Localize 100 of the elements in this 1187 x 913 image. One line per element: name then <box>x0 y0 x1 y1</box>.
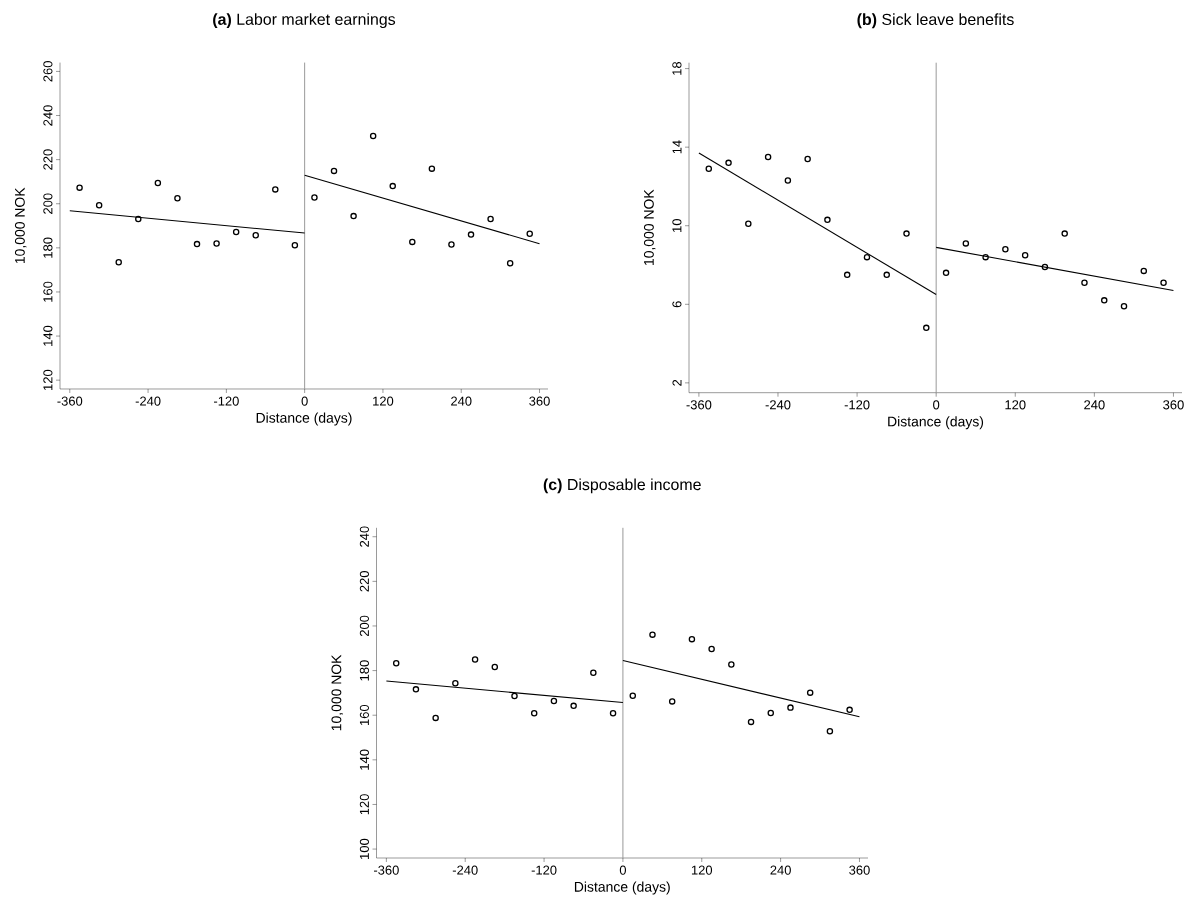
point <box>982 253 989 261</box>
y-tick-label: 240 <box>359 526 369 547</box>
x-tick-label: -120 <box>844 400 870 410</box>
point <box>668 698 676 705</box>
point <box>846 706 853 714</box>
y-axis-title: 10,000 NOK <box>331 654 343 731</box>
x-tick-label: 360 <box>1163 400 1184 410</box>
point <box>747 718 755 726</box>
point <box>471 656 479 663</box>
point <box>1140 267 1148 275</box>
point <box>232 228 240 236</box>
y-tick-label: 220 <box>43 149 53 170</box>
point <box>76 184 83 191</box>
y-tick-label: 200 <box>359 615 369 637</box>
x-tick-label: 360 <box>849 865 870 875</box>
point <box>467 231 475 238</box>
y-axis-title: 10,000 NOK <box>643 189 656 266</box>
x-tick-label: -120 <box>213 396 239 406</box>
point <box>1160 279 1167 286</box>
point <box>609 709 617 717</box>
point <box>705 165 713 173</box>
point <box>193 240 201 248</box>
point <box>392 659 400 667</box>
point <box>115 258 122 266</box>
point <box>506 260 514 267</box>
point <box>784 177 792 184</box>
point <box>824 216 831 224</box>
point <box>291 241 299 249</box>
point <box>95 202 103 209</box>
x-axis-title: Distance (days) <box>574 881 670 895</box>
point <box>311 194 318 201</box>
point <box>826 728 834 735</box>
point <box>330 167 338 175</box>
point <box>787 704 794 711</box>
point <box>511 692 518 700</box>
x-tick-label: 0 <box>301 396 308 406</box>
point <box>767 709 775 717</box>
point <box>448 241 455 248</box>
point <box>903 230 910 237</box>
point <box>863 253 871 261</box>
y-tick-label: 200 <box>43 193 53 214</box>
point <box>432 714 439 722</box>
y-tick-label: 160 <box>359 704 369 726</box>
point <box>843 271 851 279</box>
point <box>708 645 715 653</box>
y-tick-label: 120 <box>43 369 53 390</box>
point <box>526 230 533 237</box>
x-tick-label: 240 <box>1084 400 1105 410</box>
x-tick-label: 120 <box>373 396 394 406</box>
point <box>942 269 950 277</box>
x-tick-label: 360 <box>529 396 550 406</box>
point <box>923 324 930 332</box>
y-tick-label: 240 <box>43 105 53 126</box>
x-tick-label: 120 <box>691 865 713 875</box>
point <box>428 165 436 172</box>
x-tick-label: -240 <box>765 400 791 410</box>
y-tick-label: 120 <box>359 794 369 815</box>
y-tick-label: 180 <box>359 660 369 681</box>
x-tick-label: -240 <box>452 865 478 875</box>
point <box>412 686 420 693</box>
y-tick-label: 6 <box>672 301 682 308</box>
point <box>272 186 279 193</box>
point <box>804 155 811 163</box>
point <box>1100 297 1108 304</box>
y-tick-label: 140 <box>359 749 369 770</box>
point <box>154 179 162 187</box>
point <box>728 661 735 668</box>
y-tick-label: 14 <box>672 140 682 154</box>
y-tick-label: 2 <box>672 379 682 386</box>
y-tick-label: 100 <box>359 838 369 859</box>
point <box>745 220 752 228</box>
point <box>491 663 499 671</box>
x-tick-label: 240 <box>451 396 472 406</box>
x-tick-label: -360 <box>373 865 399 875</box>
point <box>252 232 259 239</box>
point <box>409 238 416 246</box>
point <box>1061 230 1068 237</box>
point <box>1041 263 1049 271</box>
point <box>649 631 656 638</box>
x-tick-label: -240 <box>135 396 161 406</box>
y-tick-label: 10 <box>672 219 682 232</box>
point <box>883 271 890 279</box>
x-tick-label: 0 <box>933 400 940 410</box>
x-tick-label: -360 <box>57 396 83 406</box>
y-tick-label: 180 <box>43 237 53 258</box>
x-tick-label: 0 <box>619 865 627 875</box>
y-tick-label: 220 <box>359 571 369 592</box>
point <box>590 669 597 677</box>
point <box>487 215 494 223</box>
point <box>1081 279 1088 286</box>
point <box>174 194 181 202</box>
point <box>1120 303 1128 310</box>
x-tick-label: -120 <box>531 865 557 875</box>
point <box>530 709 538 717</box>
point <box>369 132 377 140</box>
point <box>629 692 637 700</box>
x-tick-label: 120 <box>1005 400 1026 410</box>
point <box>452 680 459 687</box>
point <box>962 240 970 247</box>
point <box>213 240 220 247</box>
